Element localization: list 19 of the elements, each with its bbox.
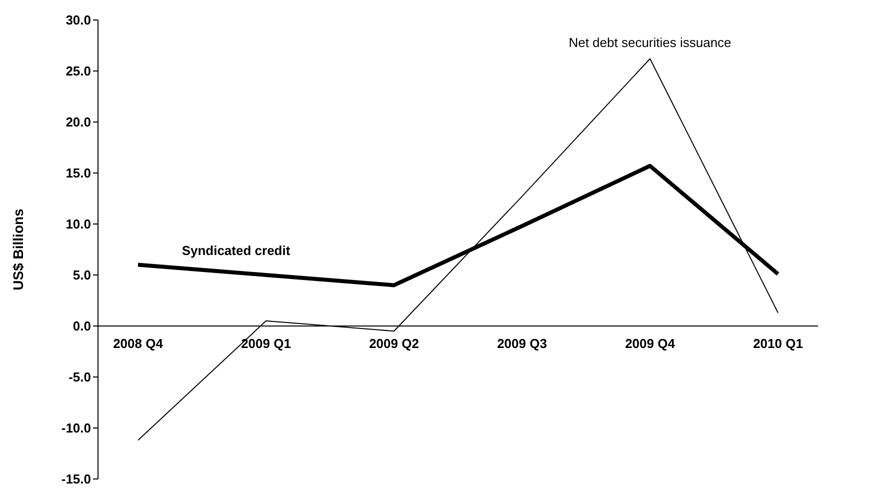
y-tick-label: 10.0 — [66, 216, 91, 232]
y-tick-label: 30.0 — [66, 12, 91, 28]
y-tick-label: 15.0 — [66, 166, 91, 181]
x-tick-label: 2009 Q3 — [497, 336, 547, 351]
x-tick-label: 2009 Q2 — [369, 336, 419, 351]
y-tick-label: -10.0 — [61, 420, 91, 436]
y-tick-label: -5.0 — [68, 370, 91, 385]
y-tick-label: 25.0 — [66, 64, 91, 79]
y-tick-label: 0.0 — [72, 318, 91, 334]
y-axis-title: US$ Billions — [10, 208, 26, 290]
series-label: Net debt securities issuance — [568, 34, 732, 50]
x-tick-label: 2009 Q4 — [625, 336, 676, 351]
x-tick-label: 2008 Q4 — [113, 336, 164, 351]
series-label: Syndicated credit — [182, 243, 291, 258]
x-tick-label: 2009 Q1 — [241, 336, 291, 351]
x-tick-label: 2010 Q1 — [753, 336, 803, 351]
y-tick-label: 20.0 — [66, 114, 91, 130]
y-tick-label: 5.0 — [72, 268, 91, 283]
y-tick-label: -15.0 — [61, 472, 91, 487]
